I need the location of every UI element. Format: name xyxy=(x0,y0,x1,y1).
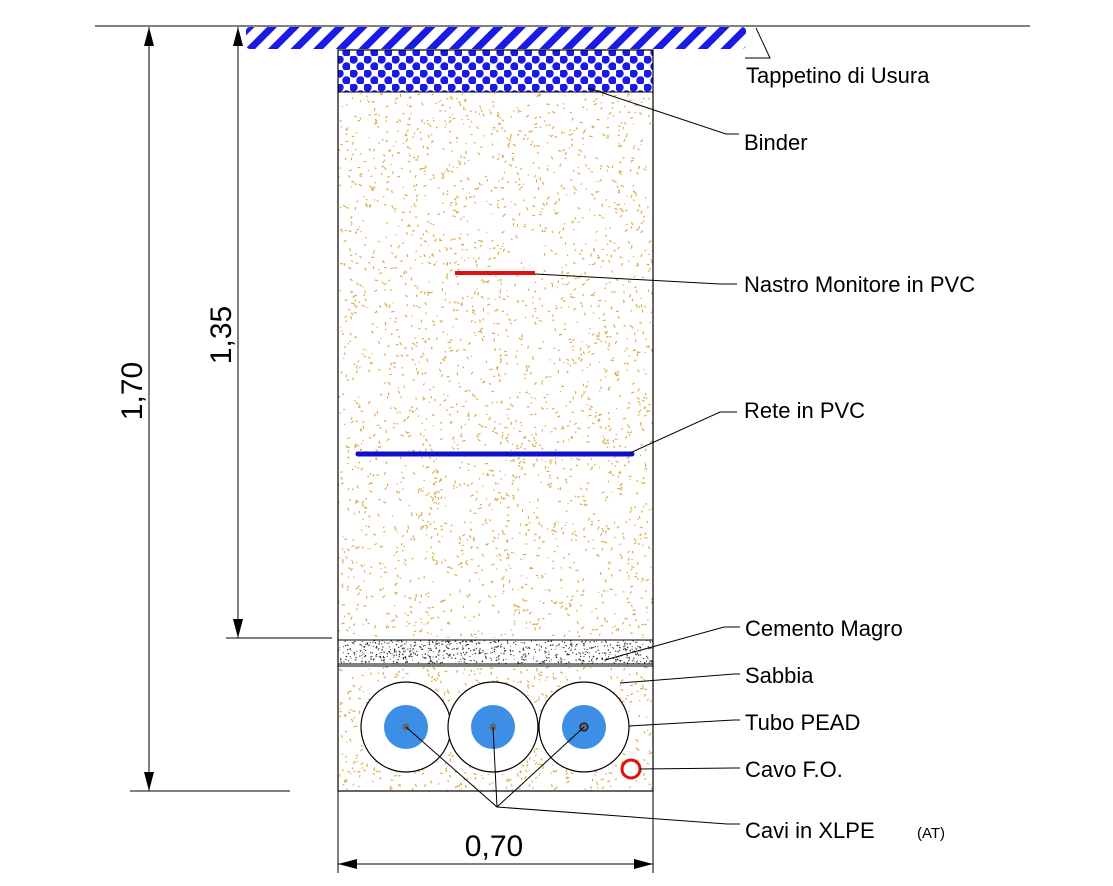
leader-lines xyxy=(405,27,771,825)
label-binder: Binder xyxy=(744,130,808,155)
dim-width: 0,70 xyxy=(337,791,654,873)
label-sabbia: Sabbia xyxy=(745,663,814,688)
label-cavi-xlpe: Cavi in XLPE xyxy=(745,818,875,843)
binder-layer xyxy=(337,49,654,93)
dim-total-depth-label: 1,70 xyxy=(116,362,149,420)
label-rete: Rete in PVC xyxy=(744,398,865,423)
dim-width-label: 0,70 xyxy=(465,830,523,863)
label-nastro: Nastro Monitore in PVC xyxy=(744,272,975,297)
dim-total-depth: 1,70 xyxy=(116,27,290,792)
label-tappetino: Tappetino di Usura xyxy=(746,63,930,88)
tappetino-layer xyxy=(246,27,746,49)
trench-outline xyxy=(337,49,654,792)
label-tubo: Tubo PEAD xyxy=(745,710,860,735)
backfill-layer xyxy=(337,91,654,641)
label-cemento: Cemento Magro xyxy=(745,616,903,641)
label-cavi-at: (AT) xyxy=(917,825,945,842)
label-cavo-fo: Cavo F.O. xyxy=(745,757,843,782)
dim-cable-depth-label: 1,35 xyxy=(205,306,238,364)
cemento-layer xyxy=(337,639,654,665)
dim-cable-depth: 1,35 xyxy=(205,27,332,639)
